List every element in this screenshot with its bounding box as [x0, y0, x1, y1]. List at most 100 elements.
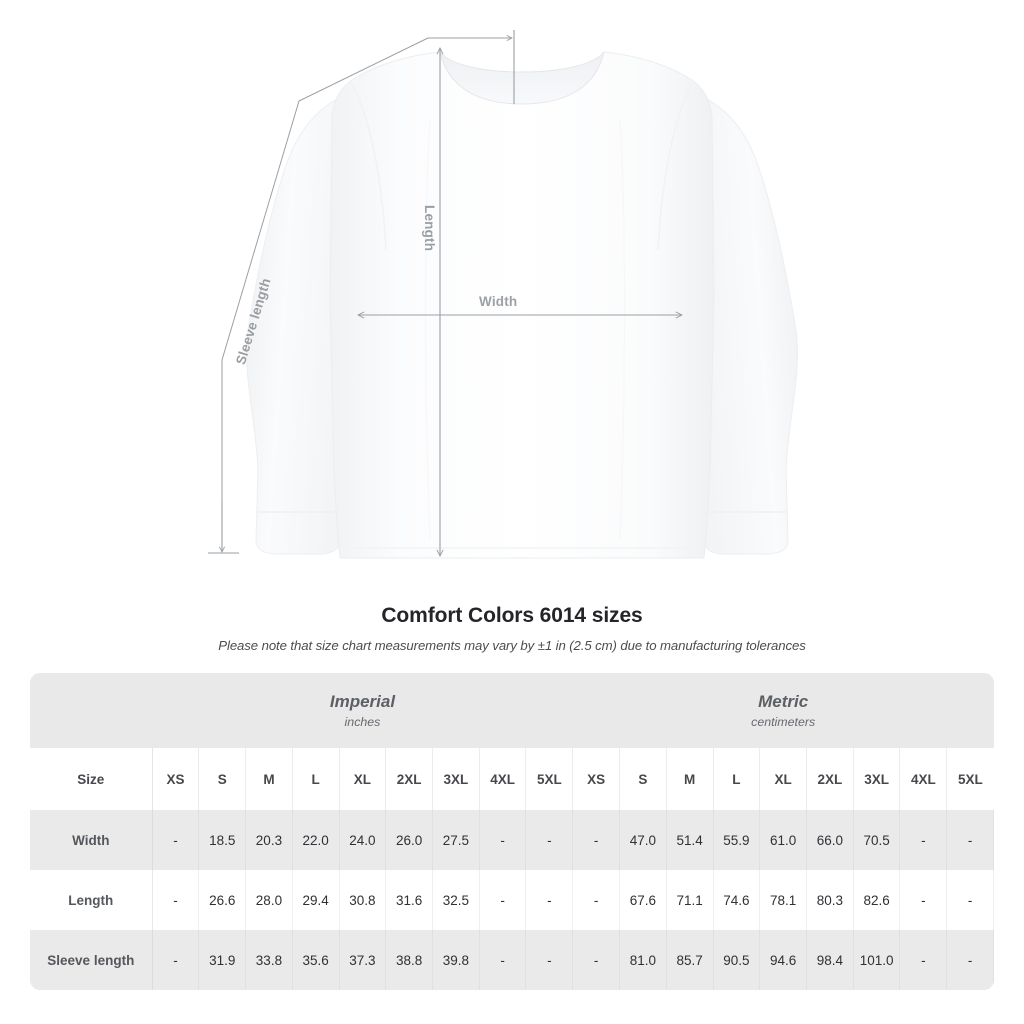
cell-width-imperial-m: 20.3 [245, 810, 293, 870]
fold-2 [619, 119, 626, 541]
size-header-metric-s[interactable]: S [619, 748, 667, 810]
cell-width-metric-xs: - [572, 810, 621, 870]
size-header-metric-3xl[interactable]: 3XL [853, 748, 901, 810]
row-label-length: Length [30, 870, 153, 930]
size-header-metric-l[interactable]: L [713, 748, 761, 810]
cell-sleeve-length-imperial-2xl: 38.8 [385, 930, 434, 990]
cell-sleeve-length-metric-l: 90.5 [713, 930, 761, 990]
cell-sleeve-length-imperial-3xl: 39.8 [432, 930, 480, 990]
cell-sleeve-length-metric-xs: - [572, 930, 621, 990]
cell-width-metric-2xl: 66.0 [806, 810, 854, 870]
shirt-body [329, 51, 715, 559]
width-measurement-label: Width [479, 294, 518, 309]
cell-sleeve-length-metric-5xl: - [946, 930, 994, 990]
size-header-metric-2xl[interactable]: 2XL [806, 748, 854, 810]
cell-length-imperial-4xl: - [479, 870, 527, 930]
cell-sleeve-length-metric-m: 85.7 [666, 930, 714, 990]
size-header-imperial-xl[interactable]: XL [339, 748, 387, 810]
row-label-sleeve-length: Sleeve length [30, 930, 153, 990]
size-header-imperial-3xl[interactable]: 3XL [432, 748, 480, 810]
unit-header-imperial: Imperial inches [152, 673, 573, 748]
cell-sleeve-length-metric-2xl: 98.4 [806, 930, 854, 990]
unit-header-spacer [30, 673, 153, 748]
cell-length-imperial-2xl: 31.6 [385, 870, 434, 930]
size-header-imperial-s[interactable]: S [198, 748, 247, 810]
size-header-imperial-2xl[interactable]: 2XL [385, 748, 434, 810]
cell-length-imperial-xl: 30.8 [339, 870, 387, 930]
garment-shape [246, 51, 798, 559]
cell-length-metric-3xl: 82.6 [853, 870, 901, 930]
cell-length-metric-4xl: - [899, 870, 948, 930]
cell-sleeve-length-metric-3xl: 101.0 [853, 930, 901, 990]
collar [439, 51, 605, 105]
size-header-metric-xl[interactable]: XL [759, 748, 807, 810]
unit-name: Imperial [329, 691, 396, 711]
cell-sleeve-length-imperial-l: 35.6 [292, 930, 340, 990]
shirt-illustration: Width Length Sleeve length [208, 30, 798, 559]
length-measurement-label: Length [422, 205, 437, 252]
cell-length-metric-2xl: 80.3 [806, 870, 854, 930]
sleeve-left [246, 91, 353, 555]
cell-length-metric-m: 71.1 [666, 870, 714, 930]
unit-header-row: Imperial inches Metric centimeters [30, 673, 994, 748]
cell-sleeve-length-imperial-4xl: - [479, 930, 527, 990]
cell-length-metric-5xl: - [946, 870, 994, 930]
unit-header-metric: Metric centimeters [572, 673, 994, 748]
cell-length-imperial-l: 29.4 [292, 870, 340, 930]
shirt-diagram [208, 30, 798, 559]
cell-length-metric-l: 74.6 [713, 870, 761, 930]
cell-length-imperial-3xl: 32.5 [432, 870, 480, 930]
cell-length-imperial-m: 28.0 [245, 870, 293, 930]
size-header-label: Size [30, 748, 153, 810]
size-header-imperial-4xl[interactable]: 4XL [479, 748, 527, 810]
title-block: Comfort Colors 6014 sizes Please note th… [0, 596, 1024, 653]
cell-length-metric-xs: - [572, 870, 621, 930]
cell-width-metric-3xl: 70.5 [853, 810, 901, 870]
cell-length-metric-xl: 78.1 [759, 870, 807, 930]
tolerance-note: Please note that size chart measurements… [218, 638, 806, 653]
measurement-lines [208, 30, 682, 556]
cell-width-imperial-l: 22.0 [292, 810, 340, 870]
table-row: Length -26.6 28.0 29.4 30.8 31.6 32.5- - -67.6 71… [30, 870, 994, 930]
size-header-metric-4xl[interactable]: 4XL [899, 748, 948, 810]
fold-1 [424, 119, 431, 541]
table-row: Width -18.5 20.3 22.0 24.0 26.0 27.5- - -47.0 51.… [30, 810, 994, 870]
sleeve-right [691, 91, 798, 555]
cell-sleeve-length-metric-4xl: - [899, 930, 948, 990]
cell-width-metric-4xl: - [899, 810, 948, 870]
unit-name: Metric [758, 691, 809, 711]
unit-subtitle: centimeters [751, 715, 816, 730]
size-header-metric-5xl[interactable]: 5XL [946, 748, 994, 810]
cell-width-metric-xl: 61.0 [759, 810, 807, 870]
cell-length-metric-s: 67.6 [619, 870, 667, 930]
cell-sleeve-length-imperial-5xl: - [525, 930, 574, 990]
cell-width-imperial-2xl: 26.0 [385, 810, 434, 870]
size-chart-table-wrapper: Imperial inches Metric centimeters Size XS S M L… [30, 673, 994, 990]
cell-sleeve-length-imperial-s: 31.9 [198, 930, 247, 990]
sleeve-guide-line [221, 37, 429, 546]
size-header-imperial-xs[interactable]: XS [152, 748, 200, 810]
cell-width-imperial-5xl: - [525, 810, 574, 870]
cell-sleeve-length-imperial-xs: - [152, 930, 200, 990]
cell-width-imperial-3xl: 27.5 [432, 810, 480, 870]
cell-sleeve-length-metric-xl: 94.6 [759, 930, 807, 990]
cell-length-imperial-5xl: - [525, 870, 574, 930]
cell-width-metric-5xl: - [946, 810, 994, 870]
cell-width-metric-l: 55.9 [713, 810, 761, 870]
cell-sleeve-length-imperial-xl: 37.3 [339, 930, 387, 990]
unit-subtitle: inches [344, 715, 381, 730]
size-header-metric-xs[interactable]: XS [572, 748, 621, 810]
page-title: Comfort Colors 6014 sizes [381, 604, 643, 627]
cell-width-imperial-xs: - [152, 810, 200, 870]
cell-width-metric-m: 51.4 [666, 810, 714, 870]
cell-length-imperial-s: 26.6 [198, 870, 247, 930]
shoulder-seam-right [657, 83, 693, 251]
cell-sleeve-length-metric-s: 81.0 [619, 930, 667, 990]
row-label-width: Width [30, 810, 153, 870]
size-header-imperial-5xl[interactable]: 5XL [525, 748, 574, 810]
size-header-imperial-l[interactable]: L [292, 748, 340, 810]
cell-sleeve-length-imperial-m: 33.8 [245, 930, 293, 990]
cell-width-imperial-xl: 24.0 [339, 810, 387, 870]
size-header-metric-m[interactable]: M [666, 748, 714, 810]
size-header-imperial-m[interactable]: M [245, 748, 293, 810]
